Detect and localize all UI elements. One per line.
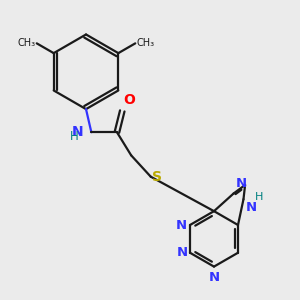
Text: N: N xyxy=(177,246,188,259)
Text: N: N xyxy=(246,201,257,214)
Text: CH₃: CH₃ xyxy=(18,38,36,48)
Text: CH₃: CH₃ xyxy=(136,38,154,48)
Text: N: N xyxy=(236,177,247,190)
Text: S: S xyxy=(152,170,162,184)
Text: N: N xyxy=(72,124,83,139)
Text: N: N xyxy=(176,218,187,232)
Text: N: N xyxy=(208,271,220,284)
Text: H: H xyxy=(70,130,79,143)
Text: H: H xyxy=(255,193,263,202)
Text: O: O xyxy=(124,93,136,107)
